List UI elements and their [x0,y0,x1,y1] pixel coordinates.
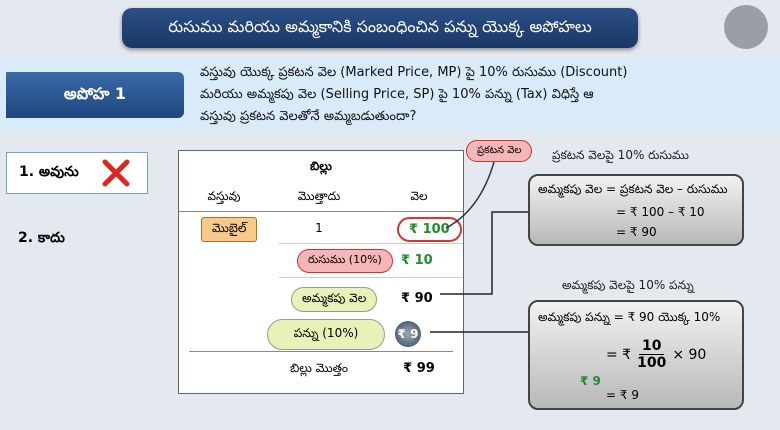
formula-line: = ₹ 90 [616,225,657,239]
fraction: 10 100 [637,338,666,371]
question: వస్తువు యొక్క ప్రకటన వెల (Marked Price, … [200,62,627,128]
myth-label: అపోహ 1 [6,72,184,118]
numerator: 10 [638,338,665,355]
discount-label: రుసుము (10%) [297,249,393,273]
column-header: వెల [410,189,428,203]
title: రుసుము మరియు అమ్మకానికి సంబంధించిన పన్ను… [122,8,638,48]
wrong-mark [102,159,130,187]
option[interactable]: 1. అవును [6,152,148,194]
tax-value: ₹ 9 [395,321,421,347]
formula-text: × 90 [672,346,707,363]
quantity: 1 [315,221,323,235]
marked-price: ₹ 100 [397,217,462,242]
selling-price-label: అమ్మకపు వెల [291,287,378,312]
logo-icon [724,5,768,49]
tax-heading: అమ్మకపు వెలపై 10% పన్ను [562,278,694,292]
question-line: వస్తువు ప్రకటన వెలతోనే అమ్మబడుతుందా? [200,109,417,124]
discount-value: ₹ 10 [401,253,433,268]
tax-label: పన్ను (10%) [267,319,385,350]
formula-line: అమ్మకపు వెల = ప్రకటన వెల – రుసుము [538,182,728,196]
bill-table: బిల్లు వస్తువు మొత్తాదు వెల మొబైల్ 1 ₹ 1… [178,150,464,394]
fraction-line: = ₹ 10 100 × 90 [606,338,706,371]
selling-price-value: ₹ 90 [401,291,433,306]
bill-title: బిల్లు [310,159,332,173]
column-header: మొత్తాదు [297,189,341,203]
formula-line: = ₹ 9 [606,388,639,402]
discount-box: అమ్మకపు వెల = ప్రకటన వెల – రుసుము = ₹ 10… [528,174,744,246]
formula-line: అమ్మకపు పన్ను = ₹ 90 యొక్క 10% [538,310,721,324]
option[interactable]: 2. కాదు [18,230,65,246]
question-line: మరియు అమ్మకపు వెల (Selling Price, SP) పై… [200,87,594,102]
side-note: ₹ 9 [580,374,601,388]
total-value: ₹ 99 [403,361,435,376]
callout: ప్రకటన వెల [466,140,533,162]
tax-box: అమ్మకపు పన్ను = ₹ 90 యొక్క 10% = ₹ 10 10… [528,300,744,410]
denominator: 100 [637,355,667,371]
question-line: వస్తువు యొక్క ప్రకటన వెల (Marked Price, … [200,65,628,80]
total-label: బిల్లు మొత్తం [290,361,348,375]
item-name: మొబైల్ [201,217,258,242]
formula-line: = ₹ 100 – ₹ 10 [616,205,705,219]
option-text: 1. అవును [19,163,79,180]
discount-heading: ప్రకటన వెలపై 10% రుసుము [552,148,689,162]
formula-text: = ₹ [606,346,632,363]
column-header: వస్తువు [207,189,241,203]
